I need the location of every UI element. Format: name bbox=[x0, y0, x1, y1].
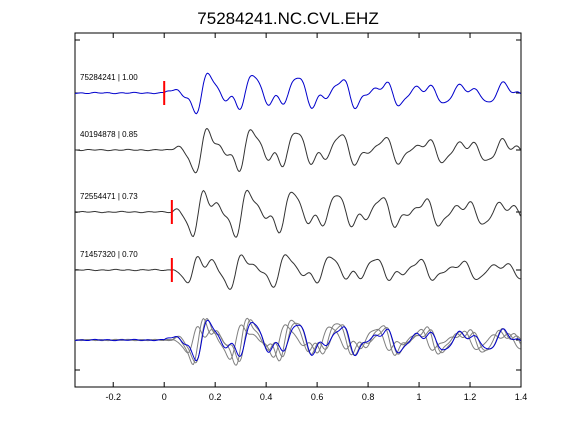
x-tick-label: 1 bbox=[417, 392, 422, 402]
stack-trace-line bbox=[75, 319, 521, 362]
x-axis: -0.2 0 0.2 0.4 0.6 0.8 1 1.2 1.4 bbox=[75, 33, 527, 402]
trace-label: 72554471 | 0.73 bbox=[80, 192, 138, 201]
x-tick-label: 0.6 bbox=[311, 392, 324, 402]
trace-label: 75284241 | 1.00 bbox=[80, 73, 138, 82]
trace-label: 40194878 | 0.85 bbox=[80, 130, 138, 139]
trace-label: 71457320 | 0.70 bbox=[80, 250, 138, 259]
stack-trace-line bbox=[75, 324, 521, 360]
trace-line bbox=[75, 72, 521, 115]
x-tick-label: 0.8 bbox=[362, 392, 375, 402]
x-tick-label: 1.4 bbox=[515, 392, 528, 402]
x-tick-label: 0 bbox=[162, 392, 167, 402]
trace-group: 75284241 | 1.00 40194878 | 0.85 72554471 |… bbox=[74, 72, 521, 366]
x-tick-label: 0.4 bbox=[260, 392, 273, 402]
x-tick-label: 1.2 bbox=[464, 392, 477, 402]
trace-line bbox=[74, 189, 521, 238]
trace-line bbox=[75, 128, 521, 174]
chart-title: 75284241.NC.CVL.EHZ bbox=[197, 9, 378, 28]
x-tick-label: -0.2 bbox=[105, 392, 121, 402]
x-tick-label: 0.2 bbox=[209, 392, 222, 402]
trace-line bbox=[75, 254, 521, 290]
plot-frame bbox=[74, 32, 522, 388]
